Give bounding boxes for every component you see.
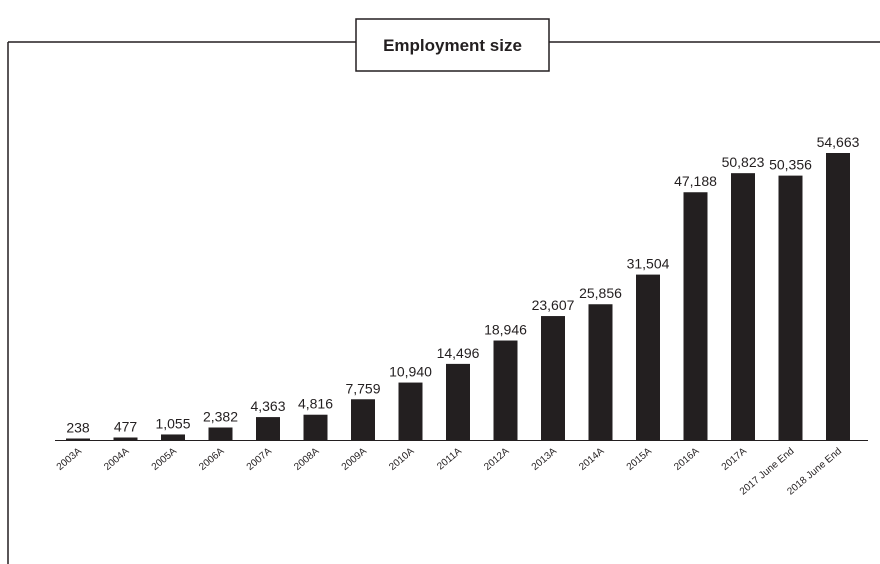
value-label: 477 — [114, 418, 138, 434]
category-label: 2010A — [387, 446, 416, 473]
value-label: 4,363 — [250, 398, 285, 414]
category-label: 2009A — [340, 446, 369, 473]
value-label: 25,856 — [579, 285, 622, 301]
bar-2015a — [636, 274, 660, 440]
bar-2008a — [303, 414, 328, 440]
category-label: 2004A — [102, 446, 131, 473]
title-box: Employment size — [355, 18, 550, 72]
bar-2010a — [398, 382, 423, 440]
bars — [66, 153, 850, 440]
category-label: 2011A — [435, 446, 464, 473]
category-label: 2005A — [150, 446, 179, 473]
value-label: 50,823 — [722, 154, 765, 170]
value-label: 50,356 — [769, 157, 812, 173]
category-label: 2013A — [530, 446, 559, 473]
value-labels: 238 477 1,055 2,382 4,363 4,816 7,759 10,940 14,… — [66, 134, 859, 436]
value-label: 18,946 — [484, 322, 527, 338]
category-label: 2014A — [577, 446, 606, 473]
bar-2012a — [493, 340, 518, 440]
category-label: 2007A — [245, 446, 274, 473]
bar-2017-june-end — [778, 175, 803, 440]
bar-2007a — [256, 417, 280, 440]
category-label: 2016A — [672, 446, 701, 473]
bar-2011a — [446, 363, 470, 440]
value-label: 2,382 — [203, 408, 238, 424]
value-label: 14,496 — [437, 345, 480, 361]
bar-2013a — [541, 316, 565, 440]
category-label: 2008A — [292, 446, 321, 473]
value-label: 47,188 — [674, 173, 717, 189]
category-label: 2015A — [625, 446, 654, 473]
value-label: 10,940 — [389, 364, 432, 380]
title-frame — [355, 18, 550, 72]
value-label: 238 — [66, 420, 90, 436]
bar-2017a — [731, 173, 755, 440]
bar-2016a — [683, 192, 708, 440]
value-label: 23,607 — [532, 297, 575, 313]
chart-frame — [7, 41, 880, 564]
bar-2006a — [208, 427, 233, 440]
category-label: 2017A — [720, 446, 749, 473]
bar-2005a — [161, 434, 185, 440]
value-label: 54,663 — [817, 134, 860, 150]
bar-2004a — [113, 437, 138, 440]
category-labels: 2003A 2004A 2005A 2006A 2007A 2008A 2009A 2010A… — [55, 446, 844, 498]
category-label: 2012A — [482, 446, 511, 473]
bar-2018-june-end — [826, 153, 850, 440]
bar-2014a — [588, 304, 613, 440]
value-label: 31,504 — [627, 256, 670, 272]
chart-title: Employment size — [383, 36, 522, 55]
category-label: 2003A — [55, 446, 84, 473]
value-label: 7,759 — [345, 380, 380, 396]
category-label: 2006A — [197, 446, 226, 473]
value-label: 4,816 — [298, 396, 333, 412]
bar-2003a — [66, 438, 90, 440]
bar-2009a — [351, 399, 375, 440]
value-label: 1,055 — [155, 415, 190, 431]
